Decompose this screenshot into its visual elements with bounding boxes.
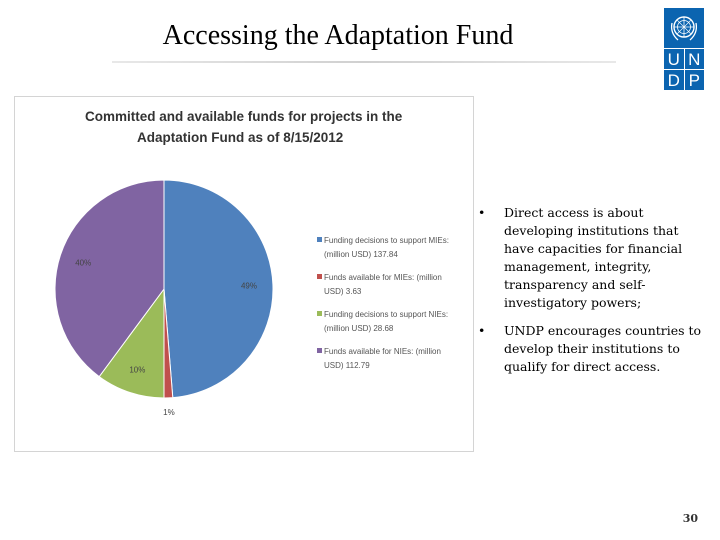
legend-label-2-line-1: (million USD) 28.68	[324, 324, 394, 333]
pie-slices	[54, 179, 274, 399]
pie-data-label-0: 49%	[241, 282, 257, 291]
pie-data-label-2: 10%	[129, 366, 145, 375]
bullet-icon: •	[478, 205, 486, 220]
pie-slice-0	[163, 179, 274, 399]
page-number: 30	[682, 512, 698, 525]
pie-chart-frame: Committed and available funds for projec…	[14, 96, 474, 452]
undp-logo: U N D P	[664, 8, 704, 90]
slide-title: Accessing the Adaptation Fund	[162, 20, 514, 51]
bullet-list: • Direct access is about developing inst…	[478, 204, 708, 386]
un-emblem-icon	[664, 8, 704, 48]
chart-legend: Funding decisions to support MIEs: (milli…	[317, 236, 449, 370]
bullet-text: Direct access is about developing instit…	[504, 205, 683, 310]
pie-slice-3	[54, 179, 165, 378]
legend-label-0-line-0: Funding decisions to support MIEs:	[324, 236, 449, 245]
pie-data-label-1: 1%	[163, 408, 175, 417]
legend-swatch-0	[317, 237, 322, 242]
legend-label-1-line-1: USD) 3.63	[324, 287, 362, 296]
pie-data-label-3: 40%	[75, 258, 91, 267]
legend-label-3-line-0: Funds available for NIEs: (million	[324, 347, 441, 356]
logo-letter-n: N	[684, 49, 704, 69]
legend-label-3-line-1: USD) 112.79	[324, 361, 370, 370]
bullet-icon: •	[478, 323, 486, 338]
legend-swatch-2	[317, 311, 322, 316]
legend-swatch-3	[317, 348, 322, 353]
pie-labels: 49% 1% 10% 40%	[75, 258, 257, 417]
logo-letter-u: U	[664, 49, 684, 69]
logo-letter-p: P	[684, 70, 704, 90]
title-divider	[112, 61, 616, 63]
chart-title-line-2: Adaptation Fund as of 8/15/2012	[137, 130, 343, 145]
legend-label-2-line-0: Funding decisions to support NIEs:	[324, 310, 448, 319]
legend-label-0-line-1: (million USD) 137.84	[324, 250, 398, 259]
chart-title-line-1: Committed and available funds for projec…	[85, 109, 403, 124]
bullet-text: UNDP encourages countries to develop the…	[504, 323, 702, 374]
bullet-item: • UNDP encourages countries to develop t…	[478, 322, 708, 376]
bullet-item: • Direct access is about developing inst…	[478, 204, 708, 312]
pie-chart: Committed and available funds for projec…	[54, 109, 449, 417]
logo-letter-d: D	[664, 70, 684, 90]
legend-swatch-1	[317, 274, 322, 279]
legend-label-1-line-0: Funds available for MIEs: (million	[324, 273, 442, 282]
